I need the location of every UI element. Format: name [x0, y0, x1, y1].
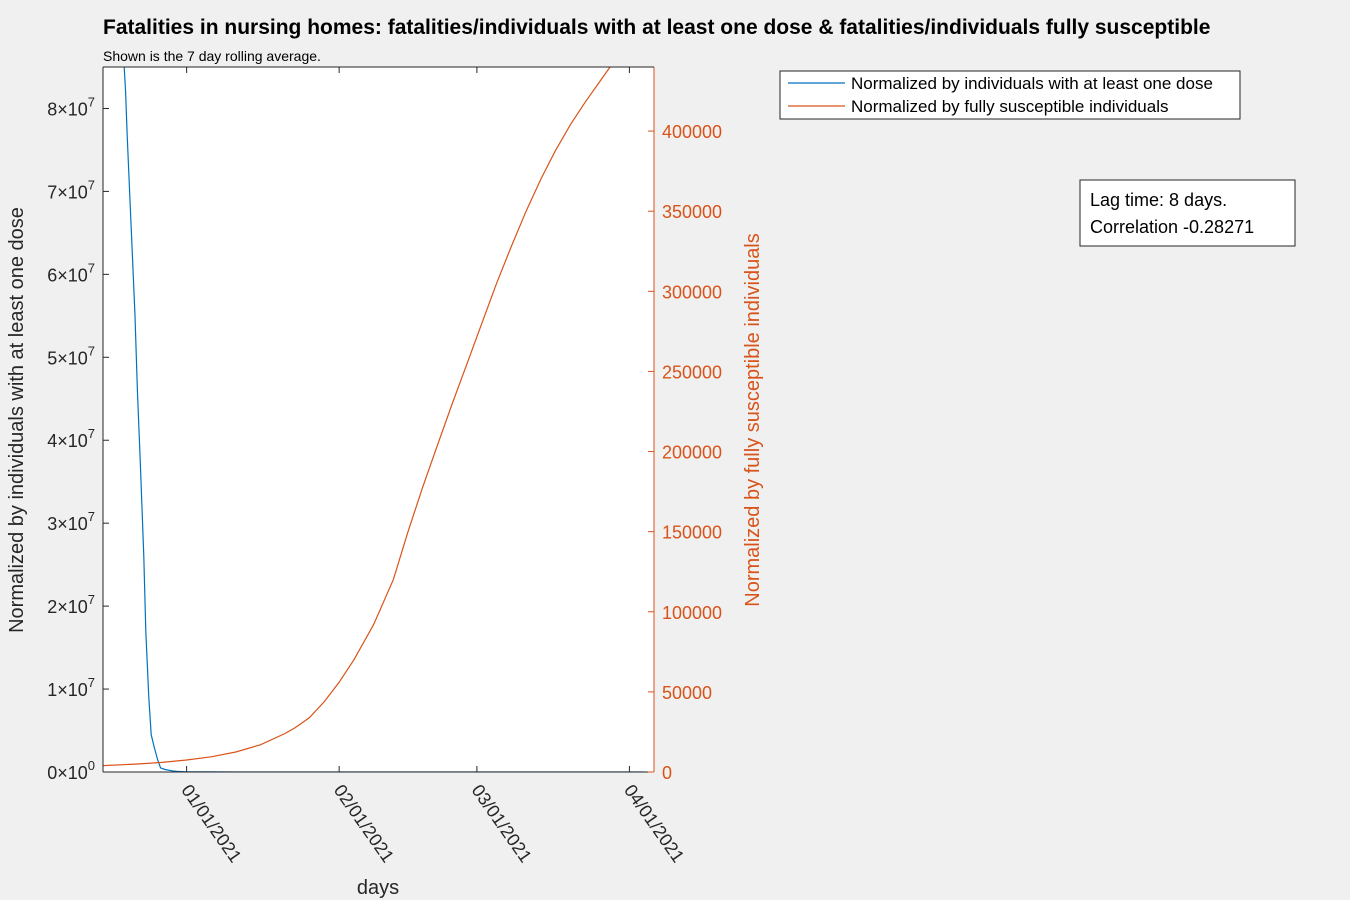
- right-y-tick-label: 50000: [662, 683, 712, 703]
- x-tick-label: 01/01/2021: [177, 781, 245, 866]
- right-y-tick-label: 400000: [662, 122, 722, 142]
- x-tick-label: 03/01/2021: [468, 781, 536, 866]
- chart-title: Fatalities in nursing homes: fatalities/…: [103, 16, 1210, 39]
- series-line-fully-susceptible: [103, 67, 611, 767]
- right-y-tick-label: 150000: [662, 523, 722, 543]
- legend: Normalized by individuals with at least …: [779, 70, 1241, 120]
- left-y-tick-label: 0×100: [47, 758, 95, 783]
- right-y-tick-label: 300000: [662, 282, 722, 302]
- annotation-lag-time: Lag time: 8 days.: [1090, 190, 1227, 210]
- right-y-tick-label: 250000: [662, 362, 722, 382]
- left-y-tick-label: 4×107: [47, 426, 95, 451]
- x-tick-label: 04/01/2021: [620, 781, 688, 866]
- right-y-tick-label: 350000: [662, 202, 722, 222]
- left-y-tick-label: 8×107: [47, 94, 95, 119]
- left-y-tick-label: 7×107: [47, 177, 95, 202]
- legend-label-fully-susceptible: Normalized by fully susceptible individu…: [851, 97, 1168, 116]
- series-line-individuals-with-dose: [123, 67, 645, 772]
- x-tick-label: 02/01/2021: [330, 781, 398, 866]
- left-y-tick-label: 2×107: [47, 592, 95, 617]
- annotation-correlation: Correlation -0.28271: [1090, 217, 1254, 237]
- chart-subtitle: Shown is the 7 day rolling average.: [103, 48, 321, 64]
- left-y-axis-label: Normalized by individuals with at least …: [6, 207, 28, 633]
- left-y-ticks: 0×100 1×107 2×107 3×107 4×107 5×107 6×107 7×107…: [47, 94, 109, 783]
- left-y-tick-label: 3×107: [47, 509, 95, 534]
- left-y-tick-label: 1×107: [47, 675, 95, 700]
- plot-area: [103, 67, 654, 772]
- annotation: Lag time: 8 days. Correlation -0.28271: [1079, 179, 1296, 247]
- legend-box: [779, 70, 1241, 120]
- x-axis-label: days: [357, 877, 399, 899]
- annotation-box: [1079, 179, 1296, 247]
- left-y-tick-label: 5×107: [47, 343, 95, 368]
- right-y-ticks: 0 50000 100000 150000 200000 250000 300000 3500…: [648, 122, 722, 783]
- right-y-tick-label: 200000: [662, 443, 722, 463]
- right-y-tick-label: 100000: [662, 603, 722, 623]
- right-y-tick-label: 0: [662, 763, 672, 783]
- right-y-axis-label: Normalized by fully susceptible individu…: [742, 233, 764, 607]
- left-y-tick-label: 6×107: [47, 260, 95, 285]
- legend-label-individuals-with-dose: Normalized by individuals with at least …: [851, 74, 1213, 93]
